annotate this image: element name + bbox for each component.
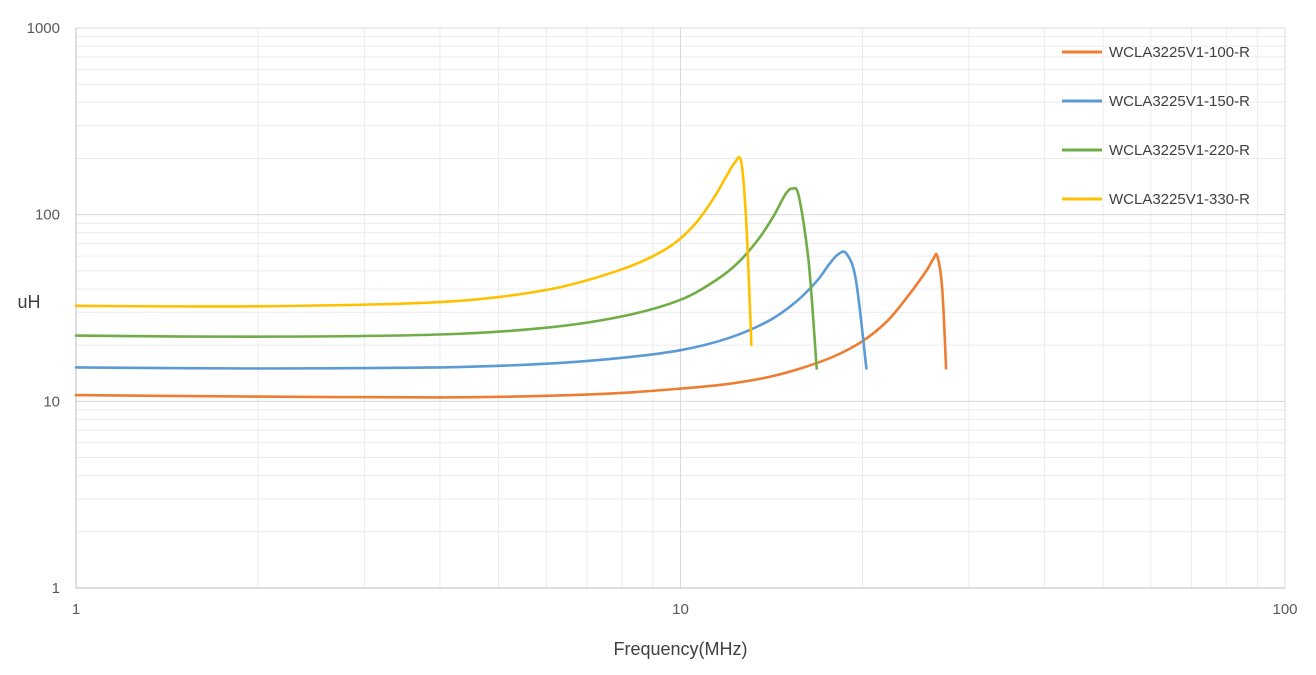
x-tick-label: 10 <box>672 601 689 618</box>
series-lines <box>74 155 948 399</box>
x-axis-title: Frequency(MHz) <box>613 639 747 659</box>
y-tick-label: 1 <box>52 580 60 597</box>
x-tick-label: 100 <box>1272 601 1297 618</box>
y-axis-title: uH <box>17 292 40 312</box>
legend: WCLA3225V1-100-R WCLA3225V1-150-R WCLA3225… <box>1062 44 1250 208</box>
x-tick-label: 1 <box>72 601 80 618</box>
legend-label: WCLA3225V1-100-R <box>1109 44 1250 61</box>
y-tick-label: 100 <box>35 207 60 224</box>
series-line-2 <box>74 250 868 370</box>
major-gridlines <box>75 27 1286 589</box>
legend-label: WCLA3225V1-220-R <box>1109 142 1250 159</box>
legend-label: WCLA3225V1-150-R <box>1109 93 1250 110</box>
series-line-1 <box>74 252 948 399</box>
series-line-4 <box>74 155 753 347</box>
y-tick-label: 10 <box>43 393 60 410</box>
y-tick-label: 1000 <box>27 20 60 37</box>
tick-labels: 1 10 100 1 10 100 1000 <box>27 20 1298 618</box>
series-line-3 <box>74 186 818 370</box>
legend-label: WCLA3225V1-330-R <box>1109 191 1250 208</box>
